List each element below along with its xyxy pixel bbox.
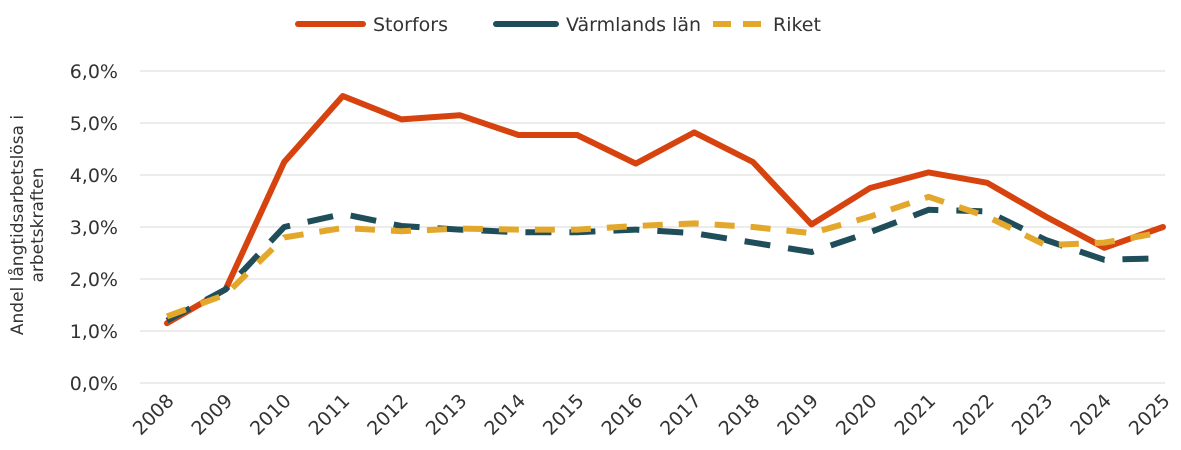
x-tick-label: 2019 — [773, 390, 823, 440]
x-tick-label: 2024 — [1066, 390, 1116, 440]
x-tick-label: 2008 — [129, 390, 179, 440]
x-tick-label: 2018 — [715, 390, 765, 440]
y-tick-label: 3,0% — [70, 217, 118, 239]
x-tick-label: 2021 — [890, 390, 940, 440]
y-tick-label: 1,0% — [70, 321, 118, 343]
series-line — [165, 206, 1164, 324]
x-tick-label: 2022 — [949, 390, 999, 440]
legend-label: Värmlands län — [566, 14, 701, 36]
x-tick-label: 2020 — [832, 390, 882, 440]
x-tick-label: 2012 — [363, 390, 413, 440]
y-tick-label: 0,0% — [70, 373, 118, 395]
x-tick-label: 2010 — [246, 390, 296, 440]
y-tick-label: 6,0% — [70, 61, 118, 83]
y-tick-label: 4,0% — [70, 165, 118, 187]
y-axis-title: Andel långtidsarbetslösa i arbetskraften — [8, 114, 48, 336]
x-tick-label: 2009 — [187, 390, 237, 440]
x-tick-label: 2011 — [305, 390, 355, 440]
x-tick-label: 2015 — [539, 390, 589, 440]
x-tick-label: 2023 — [1008, 390, 1058, 440]
x-tick-label: 2017 — [656, 390, 706, 440]
x-tick-label: 2013 — [422, 390, 472, 440]
series-line — [165, 193, 1164, 320]
x-tick-label: 2025 — [1125, 390, 1175, 440]
y-tick-label: 5,0% — [70, 113, 118, 135]
series-line — [164, 93, 1166, 327]
x-tick-label: 2016 — [597, 390, 647, 440]
y-tick-label: 2,0% — [70, 269, 118, 291]
legend-label: Riket — [773, 14, 821, 36]
x-tick-label: 2014 — [480, 390, 530, 440]
legend-label: Storfors — [373, 14, 448, 36]
